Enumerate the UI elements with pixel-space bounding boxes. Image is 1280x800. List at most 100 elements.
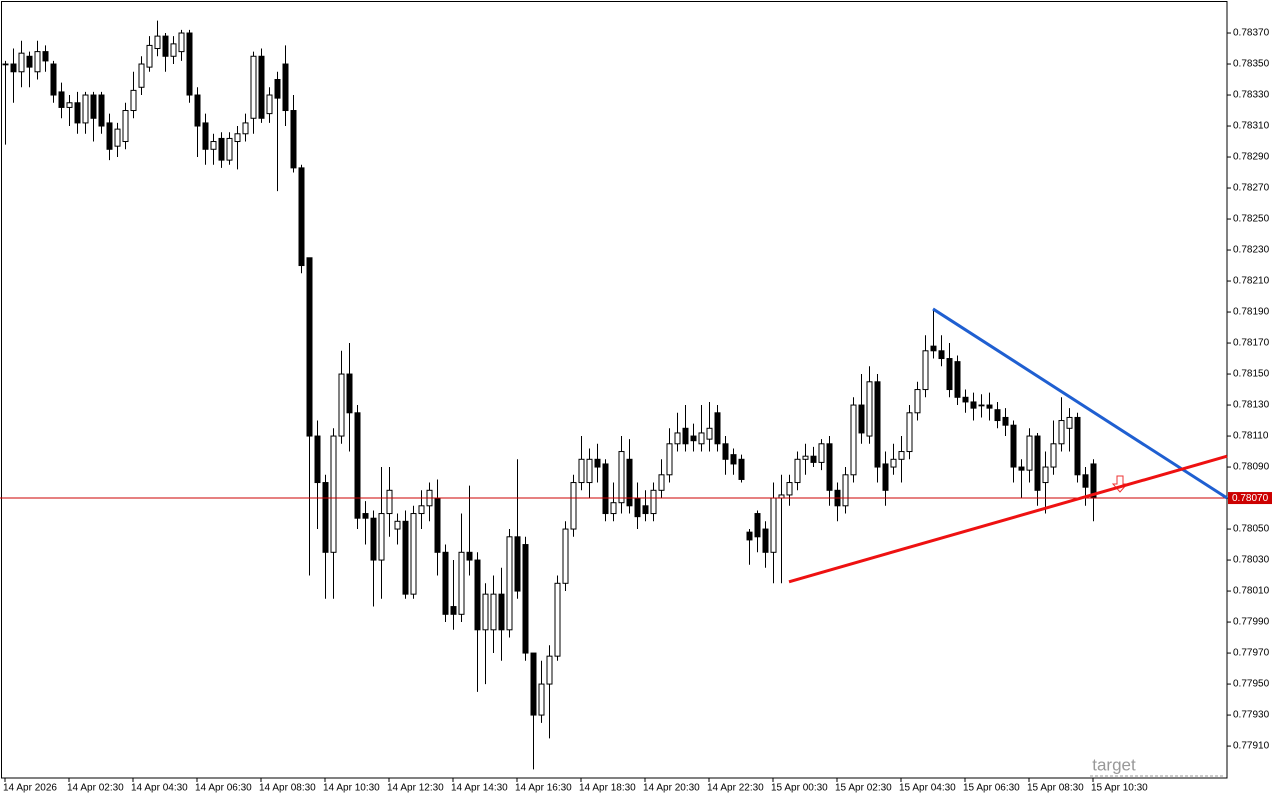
candle-body bbox=[402, 520, 409, 595]
y-tick-label: 0.78290 bbox=[1233, 152, 1270, 163]
candle-body bbox=[570, 482, 577, 530]
candle-body bbox=[218, 137, 225, 161]
candle-body bbox=[626, 458, 633, 507]
candle-body bbox=[962, 396, 969, 403]
y-tick-label: 0.77950 bbox=[1233, 679, 1270, 690]
candle-body bbox=[922, 350, 929, 391]
candle-body bbox=[354, 412, 361, 519]
candle-body bbox=[370, 517, 377, 561]
candle-body bbox=[154, 35, 161, 50]
candle-body bbox=[674, 432, 681, 445]
y-tick-label: 0.78190 bbox=[1233, 307, 1270, 318]
candle-body bbox=[1074, 416, 1081, 476]
candle-body bbox=[50, 63, 57, 96]
candle-body bbox=[866, 381, 873, 437]
candle-body bbox=[818, 443, 825, 463]
y-tick-label: 0.78330 bbox=[1233, 90, 1270, 101]
candle-body bbox=[482, 593, 489, 631]
candle-body bbox=[562, 528, 569, 584]
candle-body bbox=[770, 497, 777, 553]
candle-body bbox=[162, 35, 169, 57]
candle-body bbox=[706, 427, 713, 440]
candle-body bbox=[146, 44, 153, 68]
candle-body bbox=[298, 167, 305, 267]
candle-body bbox=[994, 409, 1001, 422]
candle-body bbox=[650, 489, 657, 515]
candle-body bbox=[946, 358, 953, 391]
candle-body bbox=[194, 94, 201, 127]
candle-body bbox=[346, 373, 353, 414]
candle-body bbox=[698, 432, 705, 445]
candle-body bbox=[386, 489, 393, 515]
candle-body bbox=[474, 559, 481, 631]
candle-body bbox=[858, 404, 865, 434]
y-tick-label: 0.78170 bbox=[1233, 338, 1270, 349]
y-tick-label: 0.78150 bbox=[1233, 369, 1270, 380]
y-tick-label: 0.78250 bbox=[1233, 214, 1270, 225]
candle-body bbox=[490, 593, 497, 631]
candle-body bbox=[746, 531, 753, 541]
candle-body bbox=[378, 513, 385, 561]
candle-body bbox=[34, 51, 41, 73]
candle-body bbox=[418, 505, 425, 515]
candle-body bbox=[546, 655, 553, 685]
candle-body bbox=[458, 551, 465, 615]
candle-body bbox=[322, 482, 329, 553]
candle-body bbox=[450, 606, 457, 615]
candle-body bbox=[498, 593, 505, 631]
candle-body bbox=[986, 404, 993, 409]
candle-body bbox=[970, 401, 977, 409]
candle-body bbox=[10, 63, 17, 73]
candle-body bbox=[618, 451, 625, 504]
price-tag-label: 0.78070 bbox=[1232, 493, 1269, 504]
candle-body bbox=[106, 122, 113, 150]
y-tick-label: 0.77910 bbox=[1233, 741, 1270, 752]
candle-body bbox=[810, 455, 817, 463]
candle-body bbox=[882, 463, 889, 491]
y-tick-label: 0.78110 bbox=[1233, 431, 1269, 442]
candle-body bbox=[290, 110, 297, 169]
candle-body bbox=[1066, 416, 1073, 429]
candle-body bbox=[274, 79, 281, 99]
candle-body bbox=[538, 683, 545, 716]
y-tick-label: 0.78050 bbox=[1233, 524, 1270, 535]
candle-body bbox=[714, 412, 721, 445]
candle-body bbox=[98, 94, 105, 127]
x-tick-label: 15 Apr 08:30 bbox=[1027, 783, 1084, 794]
x-tick-label: 15 Apr 04:30 bbox=[899, 783, 956, 794]
candle-body bbox=[666, 443, 673, 476]
candle-body bbox=[730, 454, 737, 465]
candle-body bbox=[682, 427, 689, 445]
candle-body bbox=[122, 110, 129, 143]
candle-body bbox=[434, 497, 441, 553]
candle-body bbox=[202, 122, 209, 150]
y-tick-label: 0.77930 bbox=[1233, 710, 1270, 721]
y-tick-label: 0.77970 bbox=[1233, 648, 1270, 659]
y-tick-label: 0.78030 bbox=[1233, 555, 1270, 566]
x-tick-label: 14 Apr 22:30 bbox=[707, 783, 764, 794]
x-tick-label: 14 Apr 02:30 bbox=[67, 783, 124, 794]
candle-body bbox=[1034, 435, 1041, 491]
x-tick-label: 15 Apr 00:30 bbox=[771, 783, 828, 794]
x-tick-label: 15 Apr 10:30 bbox=[1091, 783, 1148, 794]
candle-body bbox=[514, 536, 521, 592]
candle-body bbox=[890, 458, 897, 468]
x-tick-label: 14 Apr 16:30 bbox=[515, 783, 572, 794]
candle-body bbox=[234, 133, 241, 143]
candle-body bbox=[186, 32, 193, 96]
candle-body bbox=[266, 94, 273, 115]
candle-body bbox=[90, 94, 97, 119]
x-tick-label: 14 Apr 2026 bbox=[3, 783, 57, 794]
candle-body bbox=[554, 582, 561, 657]
candle-body bbox=[1010, 424, 1017, 468]
candle-body bbox=[338, 373, 345, 437]
candle-body bbox=[914, 389, 921, 414]
candle-body bbox=[602, 463, 609, 515]
y-tick-label: 0.78130 bbox=[1233, 400, 1270, 411]
candle-body bbox=[522, 544, 529, 654]
candle-body bbox=[362, 513, 369, 519]
candle-body bbox=[722, 443, 729, 460]
candle-body bbox=[826, 443, 833, 491]
candle-body bbox=[410, 513, 417, 595]
